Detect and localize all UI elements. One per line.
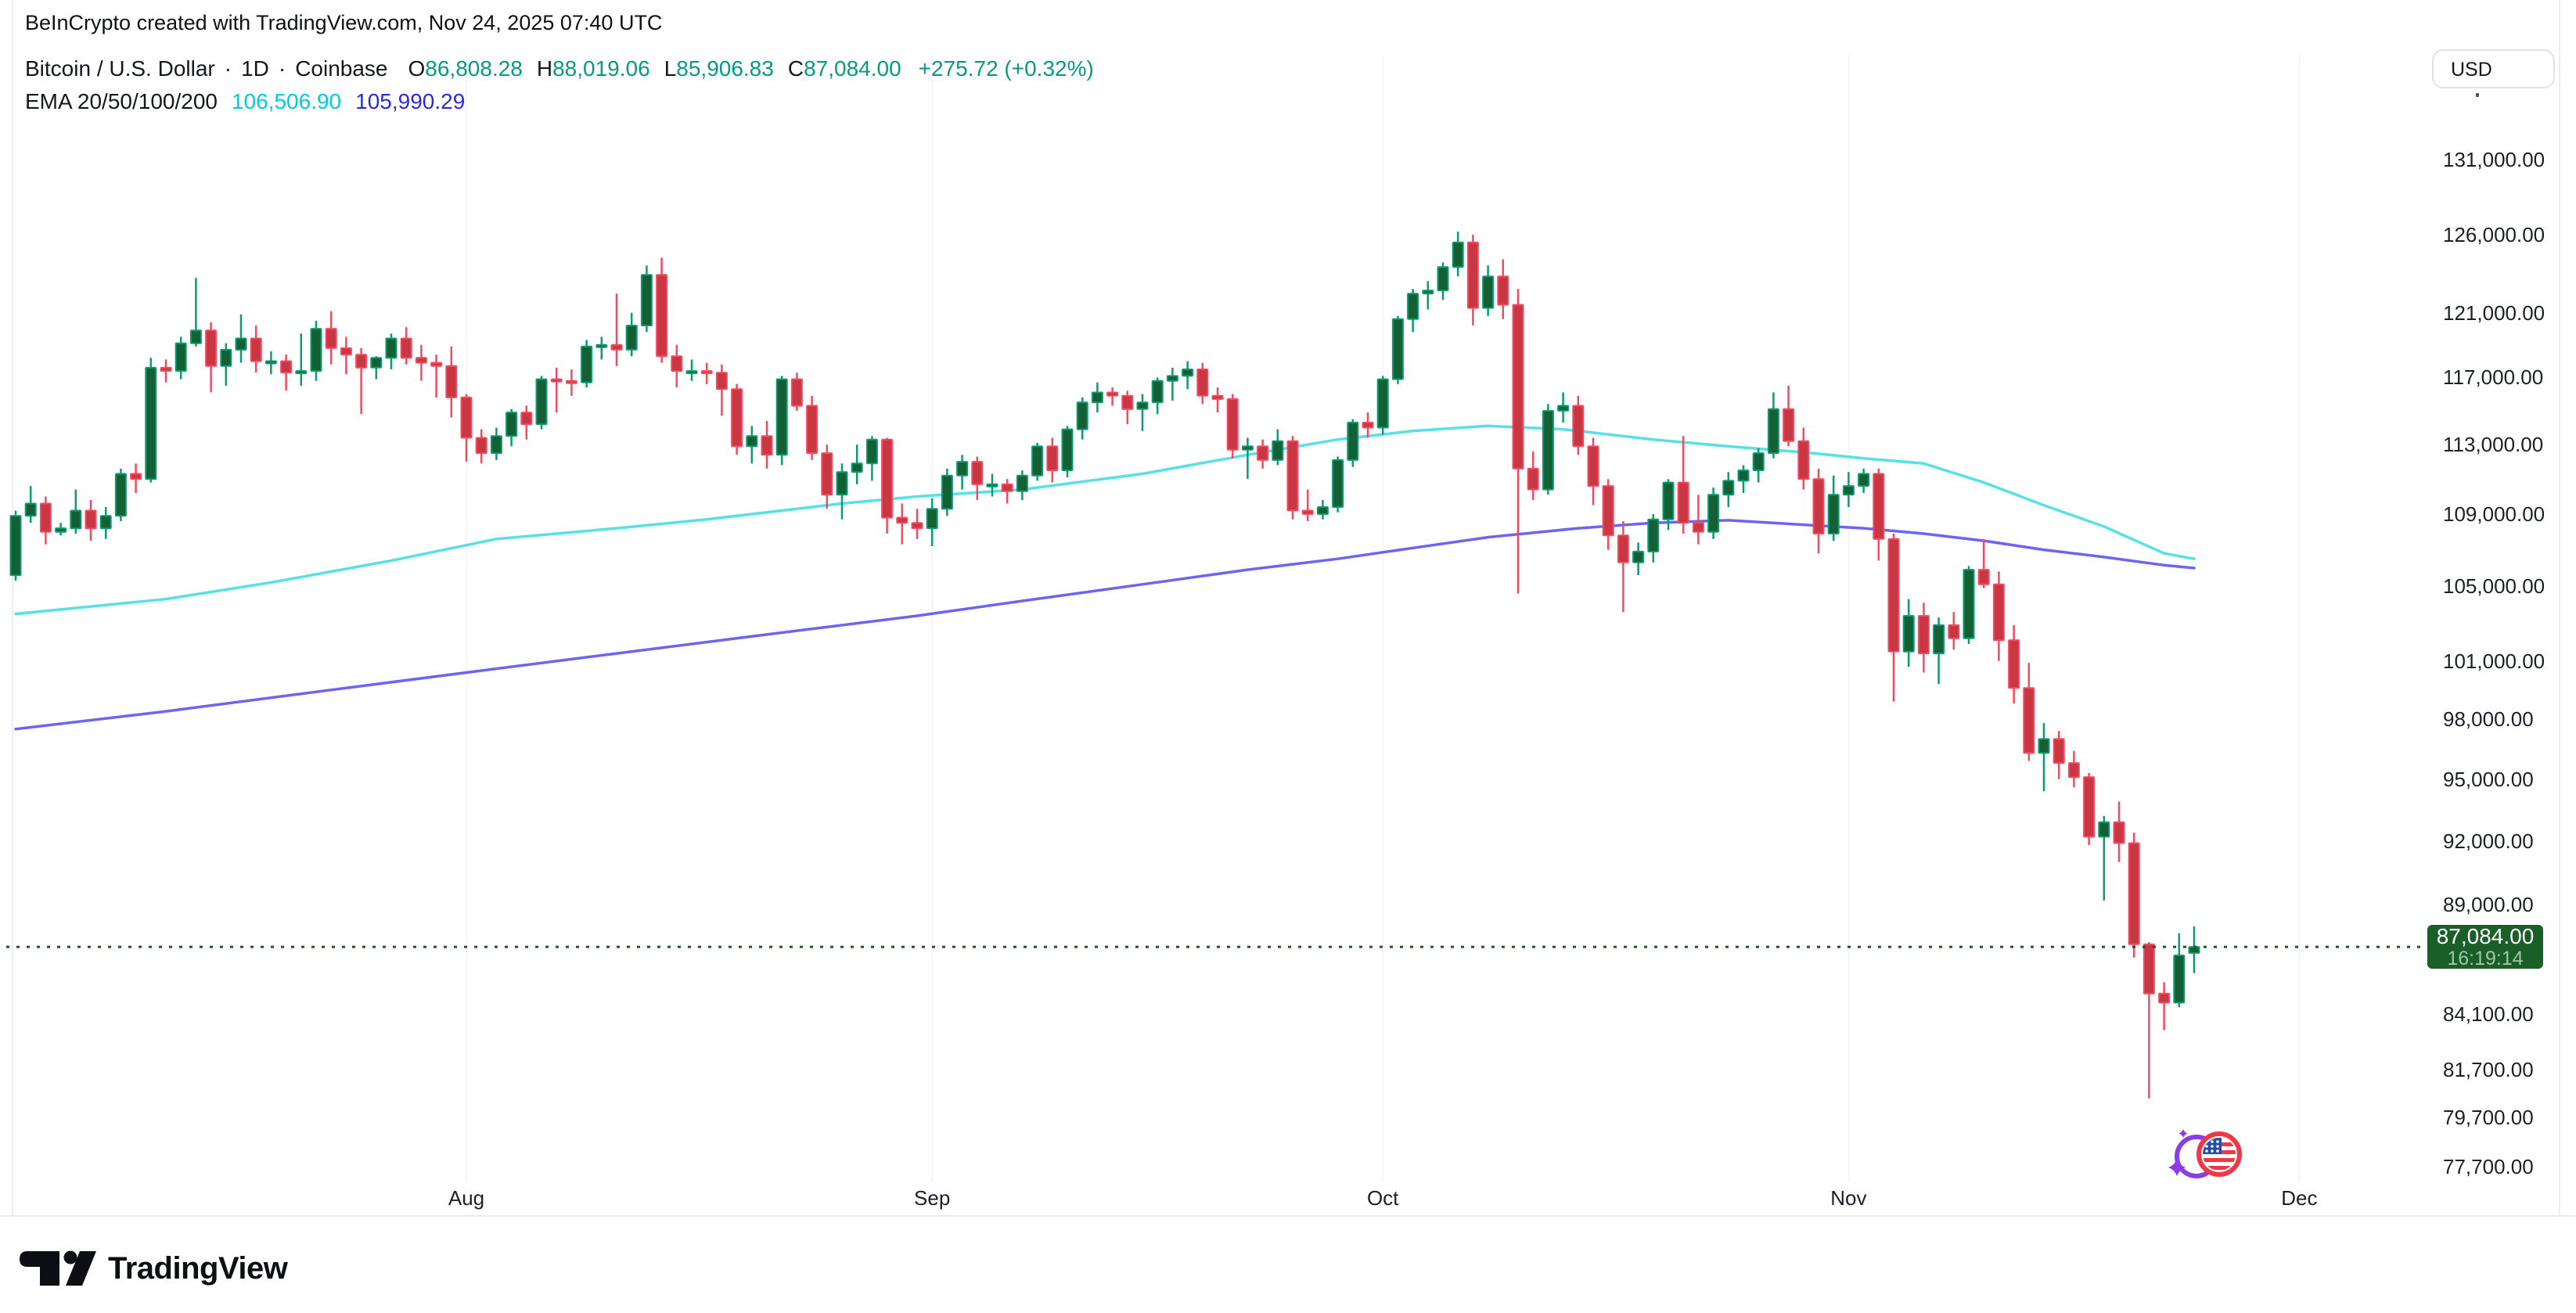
low-label: L bbox=[664, 56, 677, 81]
sparkle-icon bbox=[2168, 1159, 2186, 1176]
price-tick-label: 92,000.00 bbox=[2443, 829, 2534, 853]
change-value: +275.72 (+0.32%) bbox=[918, 56, 1094, 81]
price-tick-label: 113,000.00 bbox=[2443, 433, 2544, 457]
month-tick-label: Oct bbox=[1366, 1186, 1399, 1210]
month-tick-label: Nov bbox=[1830, 1186, 1867, 1210]
price-tick-label: 109,000.00 bbox=[2443, 502, 2545, 526]
exchange-label[interactable]: Coinbase bbox=[295, 56, 388, 81]
btcusd-pair-logo bbox=[2168, 1129, 2242, 1178]
open-value: 86,808.28 bbox=[425, 56, 523, 81]
month-tick-label: Sep bbox=[914, 1186, 951, 1210]
price-tick-label: 101,000.00 bbox=[2443, 649, 2545, 673]
ema-fast-value: 106,506.90 bbox=[231, 89, 342, 113]
tradingview-logo[interactable]: TradingView bbox=[19, 1250, 288, 1286]
bar-countdown: 16:19:14 bbox=[2447, 948, 2524, 970]
candlestick-chart[interactable] bbox=[0, 0, 2576, 1215]
ema-slow-value: 105,990.29 bbox=[355, 89, 466, 113]
usd-flag-coin-icon bbox=[2196, 1131, 2242, 1177]
price-tick-label: 98,000.00 bbox=[2443, 707, 2534, 732]
indicator-row[interactable]: EMA 20/50/100/200 106,506.90 105,990.29 bbox=[25, 88, 1094, 116]
price-tick-label: 95,000.00 bbox=[2443, 767, 2534, 791]
price-tick-label: 77,700.00 bbox=[2443, 1155, 2534, 1179]
axis-border bbox=[0, 1215, 2576, 1217]
interval-label[interactable]: 1D bbox=[241, 56, 269, 81]
open-label: O bbox=[408, 56, 426, 81]
symbol-title[interactable]: Bitcoin / U.S. Dollar bbox=[25, 56, 215, 81]
tradingview-brand-text: TradingView bbox=[108, 1250, 288, 1286]
close-value: 87,084.00 bbox=[804, 56, 901, 81]
last-price-value: 87,084.00 bbox=[2436, 924, 2535, 949]
month-tick-label: Aug bbox=[448, 1186, 485, 1210]
price-axis[interactable]: USD 131,000.00 126,000.00 121,000.00 117,00… bbox=[2405, 0, 2576, 1215]
chart-pane[interactable] bbox=[0, 0, 2576, 1215]
symbol-row[interactable]: Bitcoin / U.S. Dollar · 1D · Coinbase O8… bbox=[25, 55, 1094, 83]
chart-legend: Bitcoin / U.S. Dollar · 1D · Coinbase O8… bbox=[25, 55, 1094, 116]
last-price-label: 87,084.00 16:19:14 bbox=[2427, 925, 2543, 969]
month-tick-label: Dec bbox=[2281, 1186, 2318, 1210]
high-label: H bbox=[536, 56, 553, 81]
separator: · bbox=[224, 56, 232, 81]
axis-menu-dot[interactable] bbox=[2476, 93, 2479, 97]
low-value: 85,906.83 bbox=[676, 56, 774, 81]
footer: TradingView bbox=[0, 1217, 2576, 1313]
ohlc-values: O86,808.28 H88,019.06 L85,906.83 C87,084.00… bbox=[408, 56, 1094, 81]
close-label: C bbox=[787, 56, 804, 81]
price-tick-label: 105,000.00 bbox=[2443, 574, 2545, 599]
price-tick-label: 131,000.00 bbox=[2443, 148, 2545, 171]
price-tick-label: 117,000.00 bbox=[2443, 365, 2544, 390]
indicator-title[interactable]: EMA 20/50/100/200 bbox=[25, 89, 218, 113]
price-tick-label: 79,700.00 bbox=[2443, 1106, 2534, 1130]
currency-button[interactable]: USD bbox=[2432, 49, 2555, 88]
high-value: 88,019.06 bbox=[552, 56, 650, 81]
price-tick-label: 89,000.00 bbox=[2443, 893, 2534, 917]
price-tick-label: 126,000.00 bbox=[2443, 222, 2545, 246]
watermark-credit: BeInCrypto created with TradingView.com,… bbox=[25, 11, 663, 34]
price-tick-label: 121,000.00 bbox=[2443, 300, 2545, 325]
price-tick-label: 81,700.00 bbox=[2443, 1058, 2534, 1082]
tradingview-mark-icon bbox=[20, 1250, 96, 1286]
separator: · bbox=[278, 56, 286, 81]
price-tick-label: 84,100.00 bbox=[2443, 1002, 2534, 1026]
time-axis[interactable]: Aug Sep Oct Nov Dec bbox=[0, 1182, 2576, 1215]
sparkle-small-icon bbox=[2178, 1129, 2188, 1138]
